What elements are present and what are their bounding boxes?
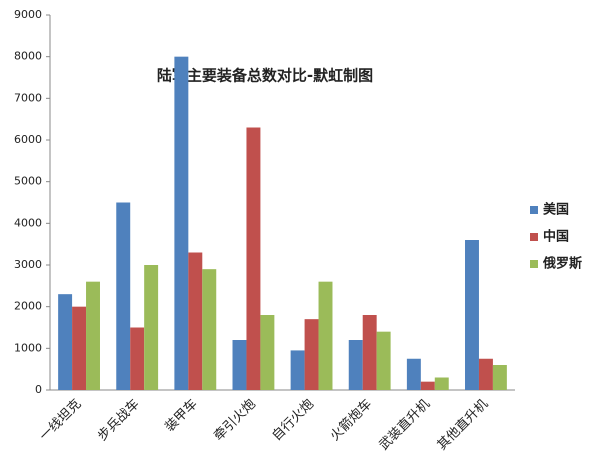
bar [72,306,87,390]
y-tick-label: 5000 [14,175,42,188]
bar [406,358,421,390]
bar [290,350,305,390]
legend-label: 美国 [543,202,569,218]
bar [116,202,131,390]
bar [304,319,319,390]
chart-title: 陆军主要装备总数对比-默虹制图 [157,67,373,85]
bar [144,265,159,390]
bar [202,269,217,390]
bar [260,315,275,390]
bar [478,358,493,390]
y-tick-label: 3000 [14,258,42,271]
bar [86,281,100,390]
legend-label: 俄罗斯 [542,256,582,272]
bar [376,331,391,390]
bar [174,56,189,391]
legend-label: 中国 [543,229,569,245]
bar [232,340,247,390]
y-tick-label: 4000 [14,216,42,229]
bar [188,252,203,390]
bar [246,127,261,390]
y-tick-label: 2000 [14,300,42,313]
bar [318,281,333,390]
y-tick-label: 8000 [14,50,42,63]
bar [420,381,435,390]
legend-swatch [530,260,538,268]
y-tick-label: 0 [35,383,42,396]
y-tick-label: 1000 [14,341,42,354]
bar [434,377,449,390]
bar [492,365,507,390]
bar [58,294,73,390]
bar [362,315,377,390]
bar [465,240,479,390]
legend-swatch [530,206,538,214]
legend-swatch [530,233,538,241]
y-tick-label: 6000 [14,133,42,146]
y-tick-label: 7000 [14,91,42,104]
y-tick-label: 9000 [14,8,42,21]
bar [348,340,363,390]
bar [130,327,145,390]
